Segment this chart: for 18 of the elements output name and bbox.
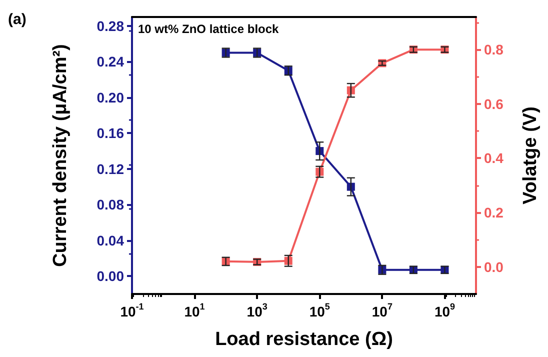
chart-title: (a) [8, 11, 26, 28]
y-tick-label: 0.00 [96, 268, 124, 284]
y2-tick-label: 0.0 [484, 258, 504, 275]
y-tick-label: 0.16 [96, 125, 124, 142]
y-tick-label: 0.20 [96, 89, 124, 106]
y-axis-title: Current density (μA/cm²) [50, 44, 71, 267]
y2-tick-label: 0.2 [484, 204, 504, 221]
y-tick-label: 0.08 [96, 196, 124, 213]
y2-tick-label: 0.4 [484, 150, 504, 166]
x-axis-title: Load resistance (Ω) [215, 329, 393, 350]
y-tick-label: 0.28 [96, 18, 124, 34]
y-tick-label: 0.24 [96, 54, 124, 70]
annotation: 10 wt% ZnO lattice block [138, 22, 280, 36]
y2-tick-label: 0.6 [484, 96, 504, 112]
y-tick-label: 0.12 [96, 160, 124, 177]
y-tick-label: 0.04 [96, 232, 124, 248]
y2-tick-label: 0.8 [484, 42, 504, 58]
y2-axis-title: Volatge (V) [520, 106, 541, 204]
